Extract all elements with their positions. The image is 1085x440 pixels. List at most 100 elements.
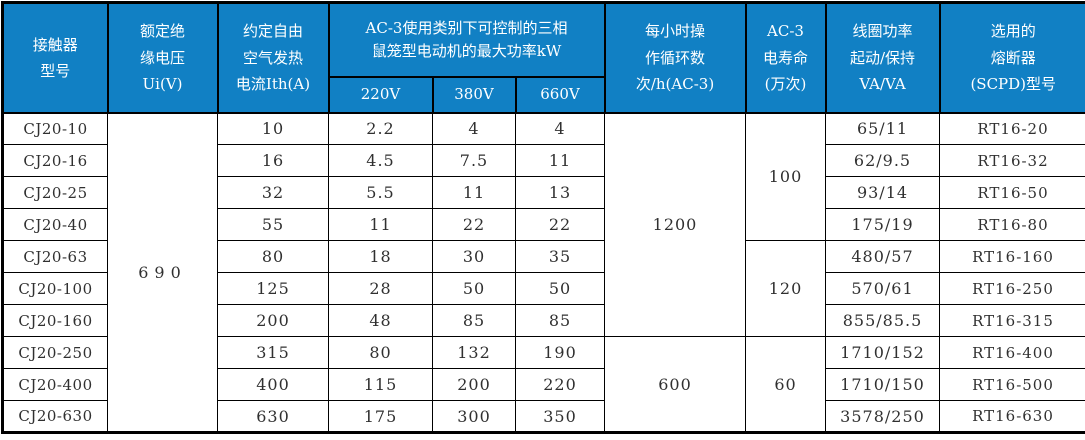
cell-fuse-model: RT16-32 (939, 144, 1085, 177)
cell-model: CJ20-630 (2, 400, 108, 433)
cell-model: CJ20-63 (2, 240, 108, 273)
cell-thermal-current: 630 (217, 400, 329, 433)
cell-model: CJ20-25 (2, 176, 108, 209)
cell-kw-220v: 18 (328, 240, 433, 273)
cell-coil-power: 855/85.5 (825, 304, 940, 337)
header-cycles-per-hour: 每小时操 作循环数 次/h(AC-3) (603, 1, 747, 114)
cell-kw-380v: 85 (432, 304, 516, 337)
header-thermal-current: 约定自由 空气发热 电流Ith(A) (216, 1, 330, 114)
table-header: 接触器 型号 额定绝 缘电压 Ui(V) 约定自由 空气发热 电流Ith(A) … (1, 1, 1085, 114)
cell-thermal-current: 315 (217, 336, 329, 369)
cell-fuse-model: RT16-500 (939, 368, 1085, 401)
cell-kw-220v: 2.2 (328, 112, 433, 145)
cell-coil-power: 65/11 (825, 112, 940, 145)
cell-kw-220v: 175 (328, 400, 433, 433)
cell-insulation-voltage: 690 (107, 112, 218, 433)
table-body: CJ20-10 690 10 2.2 4 4 1200 100 65/11 RT16-20 CJ20… (2, 112, 1085, 433)
header-ac3-power-group: AC-3使用类别下可控制的三相 鼠笼型电动机的最大功率kW (327, 1, 606, 78)
table-row: CJ20-250 315 80 132 190 600 60 1710/152 RT16-400 (2, 336, 1085, 433)
cell-coil-power: 62/9.5 (825, 144, 940, 177)
cell-kw-380v: 22 (432, 208, 516, 241)
cell-kw-220v: 4.5 (328, 144, 433, 177)
cell-model: CJ20-250 (2, 336, 108, 369)
cell-model: CJ20-16 (2, 144, 108, 177)
header-electrical-life: AC-3 电寿命 (万次) (744, 1, 827, 114)
cell-fuse-model: RT16-630 (939, 400, 1085, 433)
cell-fuse-model: RT16-315 (939, 304, 1085, 337)
cell-model: CJ20-100 (2, 272, 108, 305)
cell-fuse-model: RT16-250 (939, 272, 1085, 305)
header-coil-power: 线圈功率 起动/保持 VA/VA (824, 1, 941, 114)
cell-coil-power: 1710/152 (825, 336, 940, 369)
cell-kw-660v: 190 (515, 336, 605, 369)
cell-fuse-model: RT16-400 (939, 336, 1085, 369)
cell-coil-power: 570/61 (825, 272, 940, 305)
cell-kw-660v: 85 (515, 304, 605, 337)
cell-kw-660v: 35 (515, 240, 605, 273)
cell-kw-220v: 28 (328, 272, 433, 305)
cell-electrical-life: 100 (745, 112, 826, 241)
cell-model: CJ20-400 (2, 368, 108, 401)
cell-thermal-current: 10 (217, 112, 329, 145)
table-row: CJ20-100 125 28 50 50 570/61 RT16-250 (2, 272, 1085, 305)
cell-kw-660v: 13 (515, 176, 605, 209)
cell-kw-220v: 11 (328, 208, 433, 241)
cell-kw-220v: 5.5 (328, 176, 433, 209)
cell-kw-380v: 7.5 (432, 144, 516, 177)
cell-kw-380v: 4 (432, 112, 516, 145)
cell-kw-380v: 50 (432, 272, 516, 305)
table-row: CJ20-10 690 10 2.2 4 4 1200 100 65/11 RT16-20 (2, 112, 1085, 433)
table-row: CJ20-160 200 48 85 85 855/85.5 RT16-315 (2, 304, 1085, 337)
cell-coil-power: 3578/250 (825, 400, 940, 433)
cell-model: CJ20-40 (2, 208, 108, 241)
table-row: CJ20-40 55 11 22 22 175/19 RT16-80 (2, 208, 1085, 241)
header-row-1: 接触器 型号 额定绝 缘电压 Ui(V) 约定自由 空气发热 电流Ith(A) … (1, 1, 1085, 114)
cell-kw-380v: 132 (432, 336, 516, 369)
cell-kw-220v: 80 (328, 336, 433, 369)
cell-cycles-per-hour: 600 (604, 336, 746, 433)
cell-thermal-current: 200 (217, 304, 329, 337)
cell-thermal-current: 55 (217, 208, 329, 241)
cell-kw-220v: 48 (328, 304, 433, 337)
cell-electrical-life: 60 (745, 336, 826, 433)
header-660v: 660V (514, 75, 606, 114)
cell-kw-380v: 300 (432, 400, 516, 433)
cell-fuse-model: RT16-160 (939, 240, 1085, 273)
cell-kw-660v: 50 (515, 272, 605, 305)
cell-fuse-model: RT16-50 (939, 176, 1085, 209)
cell-kw-660v: 4 (515, 112, 605, 145)
cell-kw-220v: 115 (328, 368, 433, 401)
cell-kw-660v: 22 (515, 208, 605, 241)
table-row: CJ20-25 32 5.5 11 13 93/14 RT16-50 (2, 176, 1085, 209)
cell-model: CJ20-160 (2, 304, 108, 337)
header-insulation-voltage: 额定绝 缘电压 Ui(V) (106, 1, 219, 114)
cell-thermal-current: 16 (217, 144, 329, 177)
header-fuse-model: 选用的 熔断器 (SCPD)型号 (938, 1, 1085, 114)
cell-cycles-per-hour: 1200 (604, 112, 746, 337)
cell-thermal-current: 400 (217, 368, 329, 401)
cell-coil-power: 480/57 (825, 240, 940, 273)
cell-thermal-current: 80 (217, 240, 329, 273)
cell-coil-power: 1710/150 (825, 368, 940, 401)
cell-kw-660v: 11 (515, 144, 605, 177)
cell-coil-power: 175/19 (825, 208, 940, 241)
table-row: CJ20-630 630 175 300 350 3578/250 RT16-630 (2, 400, 1085, 433)
cell-fuse-model: RT16-80 (939, 208, 1085, 241)
header-contactor-model: 接触器 型号 (1, 1, 109, 114)
cell-kw-660v: 350 (515, 400, 605, 433)
header-row-2: 220V 380V 660V (3, 75, 1085, 114)
cell-coil-power: 93/14 (825, 176, 940, 209)
cell-kw-380v: 30 (432, 240, 516, 273)
cell-model: CJ20-10 (2, 112, 108, 145)
cell-thermal-current: 125 (217, 272, 329, 305)
table-row: CJ20-400 400 115 200 220 1710/150 RT16-500 (2, 368, 1085, 401)
header-220v: 220V (327, 75, 434, 114)
cell-kw-660v: 220 (515, 368, 605, 401)
table-row: CJ20-16 16 4.5 7.5 11 62/9.5 RT16-32 (2, 144, 1085, 177)
cell-thermal-current: 32 (217, 176, 329, 209)
cell-electrical-life: 120 (745, 240, 826, 337)
header-380v: 380V (431, 75, 517, 114)
cell-kw-380v: 11 (432, 176, 516, 209)
cell-fuse-model: RT16-20 (939, 112, 1085, 145)
